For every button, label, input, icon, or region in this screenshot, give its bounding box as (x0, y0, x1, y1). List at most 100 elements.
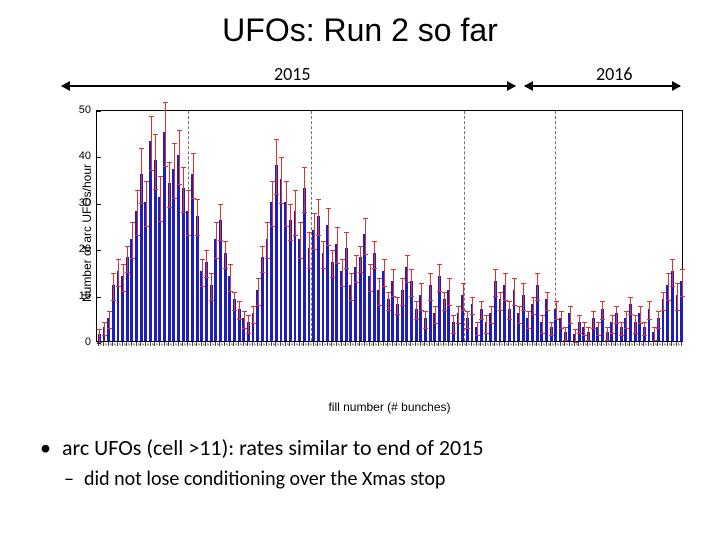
error-bar (332, 250, 333, 278)
error-bar (188, 190, 189, 236)
error-bar (118, 259, 119, 287)
error-bar (309, 232, 310, 269)
error-bar (146, 181, 147, 227)
error-bar (258, 278, 259, 306)
error-bar (663, 292, 664, 311)
error-bar (342, 259, 343, 287)
error-bar (458, 306, 459, 325)
error-bar (561, 311, 562, 330)
error-bar (416, 301, 417, 320)
error-bar (160, 176, 161, 222)
bullet-sub-text: did not lose conditioning over the Xmas … (84, 467, 445, 491)
error-bar (384, 259, 385, 287)
y-tick-label: 10 (79, 290, 91, 302)
error-bar (430, 273, 431, 301)
y-tick-label: 40 (79, 150, 91, 162)
error-bar (654, 327, 655, 341)
error-bar (514, 278, 515, 306)
error-bar (165, 102, 166, 167)
error-bar (542, 315, 543, 334)
error-bar (267, 222, 268, 259)
error-bar (216, 222, 217, 259)
error-bar (402, 278, 403, 306)
error-bar (151, 116, 152, 172)
error-bar (668, 273, 669, 301)
error-bar (602, 301, 603, 320)
error-bar (141, 148, 142, 204)
error-bar (621, 322, 622, 336)
error-bar (393, 269, 394, 297)
error-bar (463, 283, 464, 311)
error-bar (505, 273, 506, 301)
y-tick (97, 250, 101, 251)
data-bar (149, 141, 152, 341)
error-bar (533, 297, 534, 316)
bullet-list: •arc UFOs (cell >11): rates similar to e… (40, 434, 680, 491)
error-bar (155, 134, 156, 190)
error-bar (127, 246, 128, 274)
error-bar (248, 315, 249, 334)
error-bar (467, 311, 468, 330)
error-bar (407, 255, 408, 283)
error-bar (626, 311, 627, 330)
error-bar (276, 139, 277, 195)
error-bar (314, 213, 315, 250)
error-bar (528, 311, 529, 330)
error-bar (495, 269, 496, 297)
error-bar (672, 259, 673, 287)
arrow-2015 (62, 85, 515, 87)
y-tick (97, 157, 101, 158)
error-bar (281, 157, 282, 203)
error-bar (491, 306, 492, 325)
bullet-main-text: arc UFOs (cell >11): rates similar to en… (62, 434, 484, 461)
error-bar (397, 297, 398, 316)
error-bar (220, 204, 221, 241)
error-bar (211, 273, 212, 301)
y-tick-label: 50 (79, 104, 91, 116)
error-bar (588, 327, 589, 341)
error-bar (616, 306, 617, 325)
error-bar (500, 292, 501, 311)
error-bar (109, 311, 110, 330)
error-bar (551, 322, 552, 336)
error-bar (262, 246, 263, 274)
error-bar (272, 181, 273, 227)
chart-container: Number of arc UFOs/hour ################… (60, 110, 683, 380)
error-bar (444, 292, 445, 311)
arrow-2016 (525, 85, 680, 87)
plot-area (96, 110, 683, 342)
error-bar (225, 241, 226, 269)
error-bar (230, 264, 231, 292)
error-bar (374, 241, 375, 269)
error-bar (453, 315, 454, 334)
error-bar (239, 301, 240, 320)
y-tick-label: 20 (79, 243, 91, 255)
error-bar (328, 208, 329, 245)
y-tick (97, 297, 101, 298)
x-tick-region: ########################################… (96, 342, 683, 362)
error-bar (193, 153, 194, 199)
error-bar (612, 315, 613, 334)
bullet-main: •arc UFOs (cell >11): rates similar to e… (40, 434, 680, 461)
error-bar (575, 329, 576, 343)
error-bar (337, 227, 338, 264)
error-bar (169, 162, 170, 208)
error-bar (286, 181, 287, 227)
error-bar (579, 315, 580, 334)
error-bar (449, 278, 450, 306)
y-tick-label: 0 (85, 336, 91, 348)
error-bar (253, 306, 254, 325)
error-bar (379, 278, 380, 306)
error-bar (556, 301, 557, 320)
error-bar (598, 322, 599, 336)
error-bar (346, 232, 347, 269)
error-bar (179, 130, 180, 186)
error-bar (421, 283, 422, 311)
error-bar (630, 297, 631, 316)
page-title: UFOs: Run 2 so far (0, 0, 720, 49)
error-bar (649, 301, 650, 320)
error-bar (682, 269, 683, 297)
error-bar (425, 311, 426, 330)
error-bar (519, 306, 520, 325)
error-bar (318, 199, 319, 236)
